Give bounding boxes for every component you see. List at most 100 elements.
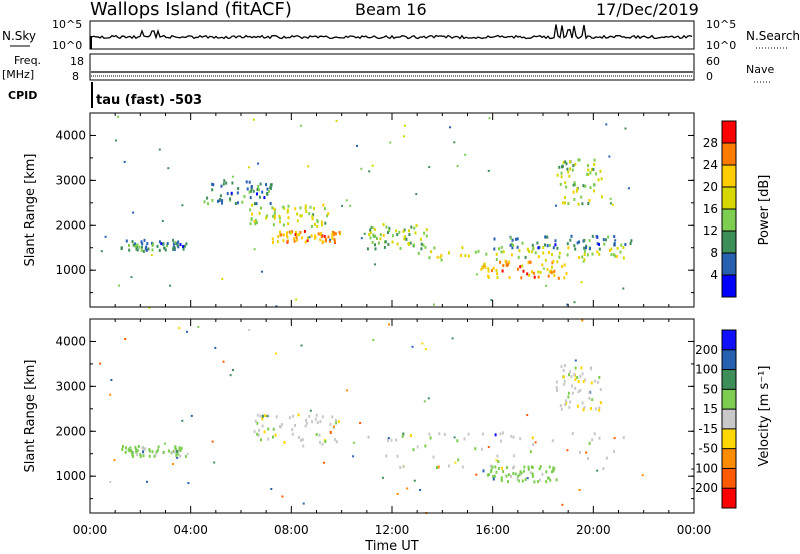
data-point: [331, 236, 334, 240]
freq-label: Freq.: [14, 54, 41, 67]
data-point: [160, 242, 163, 246]
data-point: [308, 414, 311, 418]
data-point: [574, 386, 577, 390]
data-point: [293, 239, 296, 243]
data-point: [145, 248, 148, 252]
data-point: [368, 233, 371, 237]
data-point: [481, 432, 484, 436]
data-point: [274, 352, 277, 355]
data-point: [117, 115, 120, 118]
colorbar-tick-label: 20: [703, 180, 718, 194]
data-point: [413, 479, 416, 482]
data-point: [271, 237, 274, 241]
data-point: [286, 231, 288, 235]
data-point: [551, 253, 553, 257]
data-point: [578, 489, 581, 491]
data-point: [577, 390, 580, 394]
nsky-trace: [90, 24, 693, 49]
data-point: [164, 442, 167, 445]
data-point: [333, 238, 336, 242]
data-point: [409, 241, 412, 245]
data-point: [396, 242, 399, 246]
data-point: [537, 255, 540, 259]
data-point: [613, 450, 615, 454]
data-point: [261, 270, 263, 273]
data-point: [553, 269, 556, 273]
data-point: [131, 240, 134, 244]
data-point: [141, 446, 144, 450]
data-point: [310, 224, 313, 228]
data-point: [396, 492, 399, 495]
data-point: [614, 239, 617, 242]
data-point: [568, 405, 571, 409]
data-point: [278, 216, 281, 220]
data-point: [598, 252, 601, 256]
data-point: [495, 459, 498, 462]
y-tick-label: 2000: [55, 218, 86, 232]
data-point: [587, 456, 589, 460]
data-point: [551, 470, 553, 474]
data-point: [306, 421, 308, 425]
data-point: [591, 234, 594, 238]
data-point: [186, 452, 189, 455]
data-point: [359, 422, 362, 424]
data-point: [128, 243, 130, 247]
data-point: [263, 430, 266, 434]
data-point: [391, 240, 394, 244]
station-title: Wallops Island (fitACF): [90, 0, 292, 20]
data-point: [314, 235, 317, 239]
data-point: [566, 253, 569, 257]
data-point: [395, 229, 398, 233]
data-point: [526, 477, 529, 480]
data-point: [250, 218, 253, 222]
data-point: [614, 254, 617, 258]
data-point: [611, 203, 614, 206]
data-point: [413, 226, 416, 230]
colorbar-frame: [721, 329, 737, 509]
data-point: [140, 240, 143, 244]
data-point: [532, 271, 535, 275]
data-point: [432, 455, 435, 459]
data-point: [582, 184, 585, 188]
data-point: [169, 284, 172, 287]
data-point: [266, 214, 268, 218]
data-point: [182, 247, 185, 251]
data-point: [253, 202, 256, 206]
data-point: [167, 167, 170, 170]
data-point: [320, 235, 323, 239]
data-point: [613, 243, 616, 247]
data-point: [551, 439, 554, 443]
data-point: [186, 330, 188, 333]
x-tick-label: 00:00: [73, 523, 108, 537]
data-point: [562, 160, 565, 164]
data-point: [433, 303, 435, 306]
data-point: [322, 240, 325, 244]
data-point: [226, 192, 229, 196]
data-point: [252, 189, 255, 193]
data-point: [136, 449, 139, 453]
data-point: [373, 228, 376, 231]
data-point: [374, 247, 377, 251]
data-point: [567, 395, 570, 399]
freq-unit: [MHz]: [2, 68, 34, 81]
data-point: [309, 205, 312, 209]
data-point: [161, 220, 164, 222]
data-point: [253, 430, 256, 434]
data-point: [118, 284, 120, 287]
data-point: [295, 236, 298, 240]
data-point: [564, 403, 567, 406]
data-point: [599, 401, 602, 405]
data-point: [613, 241, 616, 245]
data-point: [531, 466, 534, 469]
data-point: [615, 255, 618, 259]
data-point: [175, 452, 178, 455]
data-point: [314, 417, 317, 421]
data-point: [493, 474, 496, 478]
data-point: [581, 372, 584, 376]
data-point: [158, 240, 161, 244]
data-point: [509, 236, 512, 240]
data-point: [253, 248, 256, 251]
data-point: [130, 450, 133, 454]
data-point: [564, 196, 566, 199]
velocity-colorbar: 200 100 50 15 -15 -50 -100 -200: [691, 329, 737, 509]
